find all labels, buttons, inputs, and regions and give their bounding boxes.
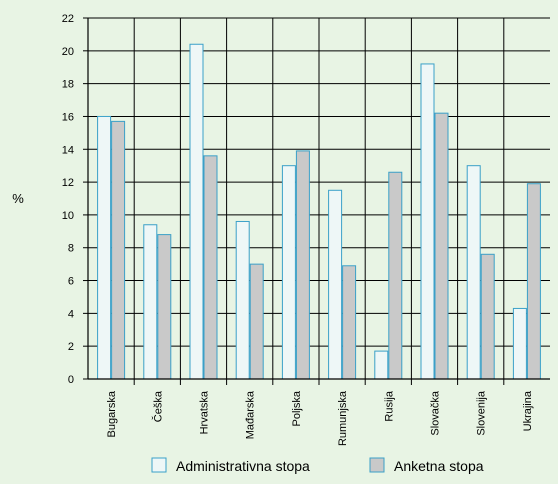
legend-administrativna-label: Administrativna stopa	[176, 458, 310, 474]
x-tick-label: Poljska	[291, 390, 303, 426]
x-tick-label: Češka	[151, 390, 164, 422]
x-tick-label: Rusija	[383, 390, 395, 421]
x-tick-label: Hrvatska	[199, 390, 211, 434]
bar-anketna-6	[388, 171, 403, 380]
bar-anketna-1	[157, 234, 172, 380]
bar-anketna-5	[342, 265, 357, 380]
x-tick-label: Slovačka	[430, 390, 442, 436]
legend-anketna-swatch	[369, 457, 385, 473]
bar-anketna-0	[111, 120, 126, 380]
bar-administrativna-0	[97, 115, 112, 380]
y-tick-label: 0	[68, 374, 74, 386]
bar-anketna-9	[526, 183, 541, 380]
y-tick-label: 20	[62, 46, 74, 58]
y-tick-label: 22	[62, 13, 74, 25]
y-tick-label: 4	[68, 308, 74, 320]
bar-administrativna-6	[374, 350, 389, 380]
y-tick-label: 12	[62, 177, 74, 189]
x-tick-label: Bugarska	[106, 390, 118, 437]
y-tick-label: 2	[68, 341, 74, 353]
bar-administrativna-9	[512, 307, 527, 380]
y-tick-label: 16	[62, 111, 74, 123]
bar-administrativna-8	[466, 165, 481, 380]
x-tick-label: Slovenija	[476, 390, 488, 436]
y-tick-label: 8	[68, 243, 74, 255]
bar-administrativna-3	[235, 220, 250, 380]
bar-anketna-2	[203, 155, 218, 380]
legend-administrativna-swatch	[151, 457, 167, 473]
bar-administrativna-7	[420, 63, 435, 380]
bar-anketna-4	[295, 150, 310, 380]
bar-anketna-3	[249, 263, 264, 380]
y-tick-label: 14	[62, 144, 74, 156]
y-tick-label: 18	[62, 79, 74, 91]
x-tick-label: Rumunjska	[337, 390, 349, 446]
bar-anketna-7	[434, 112, 449, 380]
bar-administrativna-1	[143, 224, 158, 380]
bar-anketna-8	[480, 253, 495, 380]
bar-administrativna-2	[189, 43, 204, 380]
y-axis-label: %	[12, 191, 24, 206]
x-tick-label: Ukrajina	[522, 390, 534, 431]
y-tick-label: 10	[62, 210, 74, 222]
x-tick-label: Mađarska	[245, 390, 257, 439]
bar-administrativna-5	[328, 189, 343, 380]
bar-administrativna-4	[281, 165, 296, 380]
legend-anketna-label: Anketna stopa	[394, 458, 484, 474]
y-tick-label: 6	[68, 276, 74, 288]
